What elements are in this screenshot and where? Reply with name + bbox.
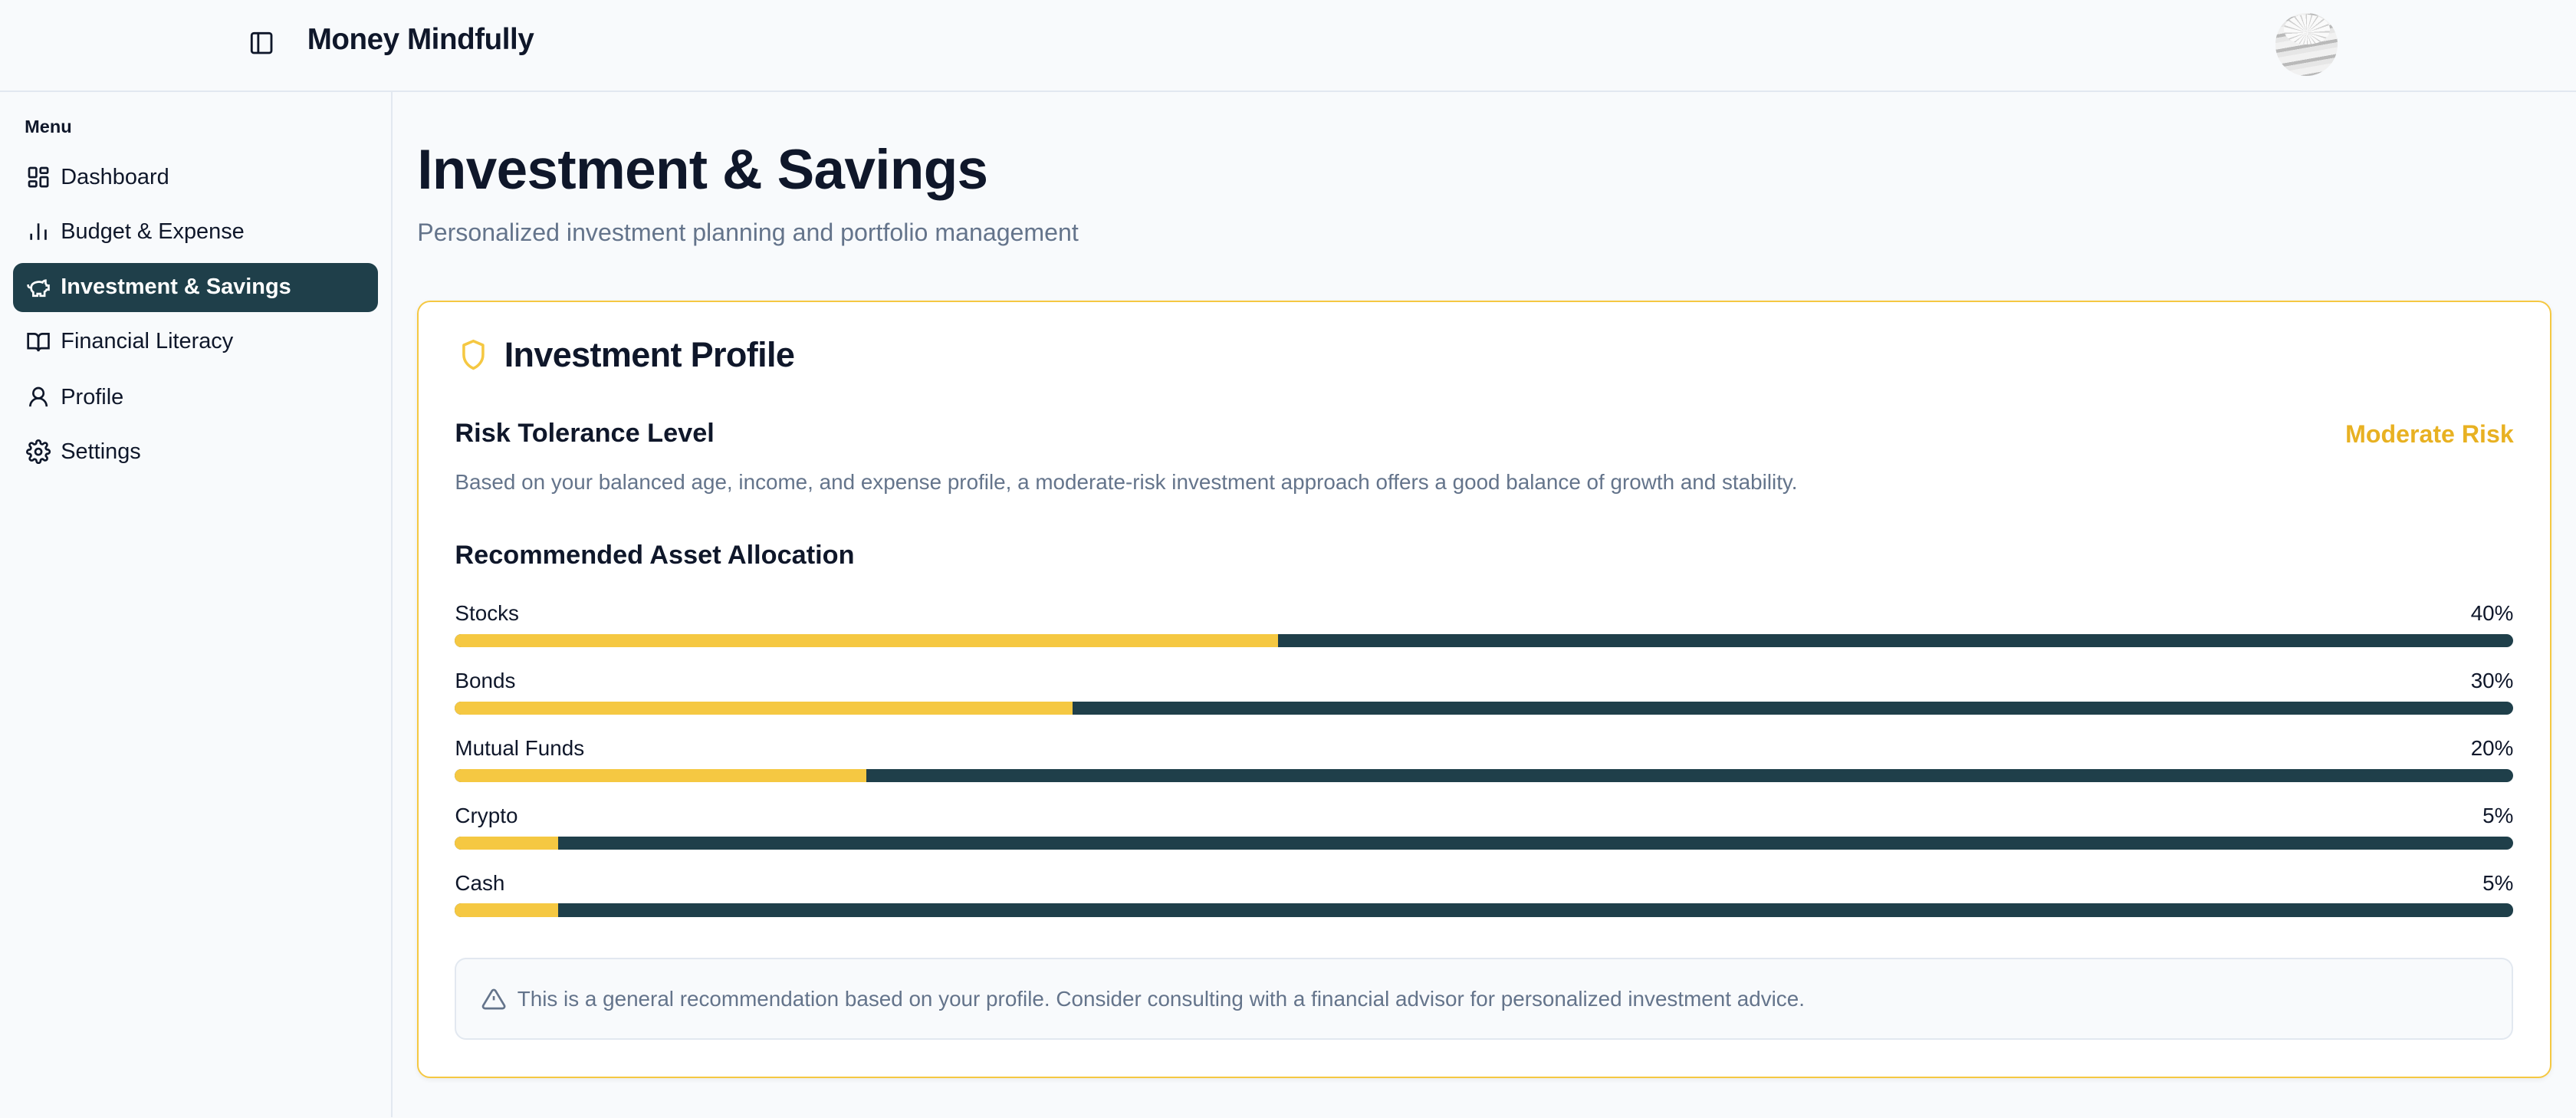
- allocation-label: Bonds: [455, 668, 516, 692]
- warning-icon: [481, 988, 505, 1010]
- sidebar-item-label: Financial Literacy: [61, 329, 234, 354]
- risk-tolerance-label: Risk Tolerance Level: [455, 419, 715, 449]
- bar-chart-icon: [30, 223, 48, 240]
- allocation-progress-bar: [455, 903, 2514, 917]
- allocation-percent: 5%: [2482, 870, 2514, 895]
- allocation-label: Crypto: [455, 803, 518, 827]
- sidebar: Menu Dashboard Budget & Expense Investme…: [0, 92, 393, 1118]
- disclaimer-notice: This is a general recommendation based o…: [455, 958, 2514, 1041]
- allocation-row: Cash 5%: [455, 870, 2514, 920]
- sidebar-item-budget-expense[interactable]: Budget & Expense: [13, 207, 378, 256]
- allocation-row: Bonds 30%: [455, 668, 2514, 718]
- allocation-row: Mutual Funds 20%: [455, 735, 2514, 785]
- allocation-progress-fill: [455, 768, 867, 782]
- user-icon: [29, 387, 48, 407]
- allocation-progress-bar: [455, 768, 2514, 782]
- allocation-progress-fill: [455, 836, 558, 850]
- book-open-icon: [27, 332, 51, 352]
- sidebar-item-label: Profile: [61, 385, 124, 410]
- sidebar-item-investment-savings[interactable]: Investment & Savings: [13, 262, 378, 313]
- allocation-percent: 5%: [2482, 803, 2514, 827]
- sidebar-toggle-icon[interactable]: [248, 30, 274, 56]
- risk-level-value: Moderate Risk: [2345, 420, 2514, 449]
- page-title: Investment & Savings: [417, 139, 988, 201]
- piggy-bank-icon: [27, 279, 51, 298]
- app-title: Money Mindfully: [307, 23, 534, 56]
- card-title: Investment Profile: [504, 334, 795, 374]
- allocation-label: Stocks: [455, 601, 519, 626]
- sidebar-item-label: Investment & Savings: [61, 275, 291, 300]
- card-header: Investment Profile: [457, 335, 795, 375]
- sidebar-item-label: Budget & Expense: [61, 219, 245, 244]
- allocation-progress-bar: [455, 701, 2514, 715]
- sidebar-item-settings[interactable]: Settings: [13, 427, 378, 476]
- sidebar-item-label: Dashboard: [61, 164, 169, 189]
- allocation-label: Mutual Funds: [455, 735, 585, 760]
- allocation-percent: 30%: [2470, 668, 2514, 692]
- allocation-row: Crypto 5%: [455, 803, 2514, 853]
- sidebar-item-label: Settings: [61, 439, 141, 464]
- sidebar-item-dashboard[interactable]: Dashboard: [13, 153, 378, 202]
- sidebar-item-financial-literacy[interactable]: Financial Literacy: [13, 317, 378, 367]
- shield-icon: [462, 340, 485, 370]
- allocation-title: Recommended Asset Allocation: [455, 540, 855, 570]
- allocation-row: Stocks 40%: [455, 601, 2514, 650]
- allocation-progress-bar: [455, 633, 2514, 648]
- investment-profile-card: Investment Profile Risk Tolerance Level …: [417, 301, 2551, 1078]
- top-header: Money Mindfully: [0, 0, 2576, 92]
- risk-description: Based on your balanced age, income, and …: [455, 469, 1798, 494]
- menu-label: Menu: [25, 117, 72, 137]
- allocation-progress-fill: [455, 701, 1073, 715]
- allocation-label: Cash: [455, 870, 505, 895]
- allocation-progress-fill: [455, 633, 1279, 648]
- disclaimer-text: This is a general recommendation based o…: [517, 986, 1805, 1011]
- avatar[interactable]: [2275, 13, 2338, 76]
- page-subtitle: Personalized investment planning and por…: [417, 219, 1079, 246]
- sidebar-item-profile[interactable]: Profile: [13, 373, 378, 422]
- allocation-percent: 40%: [2470, 601, 2514, 626]
- allocation-progress-bar: [455, 836, 2514, 850]
- gear-icon: [26, 439, 51, 465]
- allocation-percent: 20%: [2470, 735, 2514, 760]
- allocation-progress-fill: [455, 903, 558, 917]
- dashboard-icon: [28, 167, 49, 188]
